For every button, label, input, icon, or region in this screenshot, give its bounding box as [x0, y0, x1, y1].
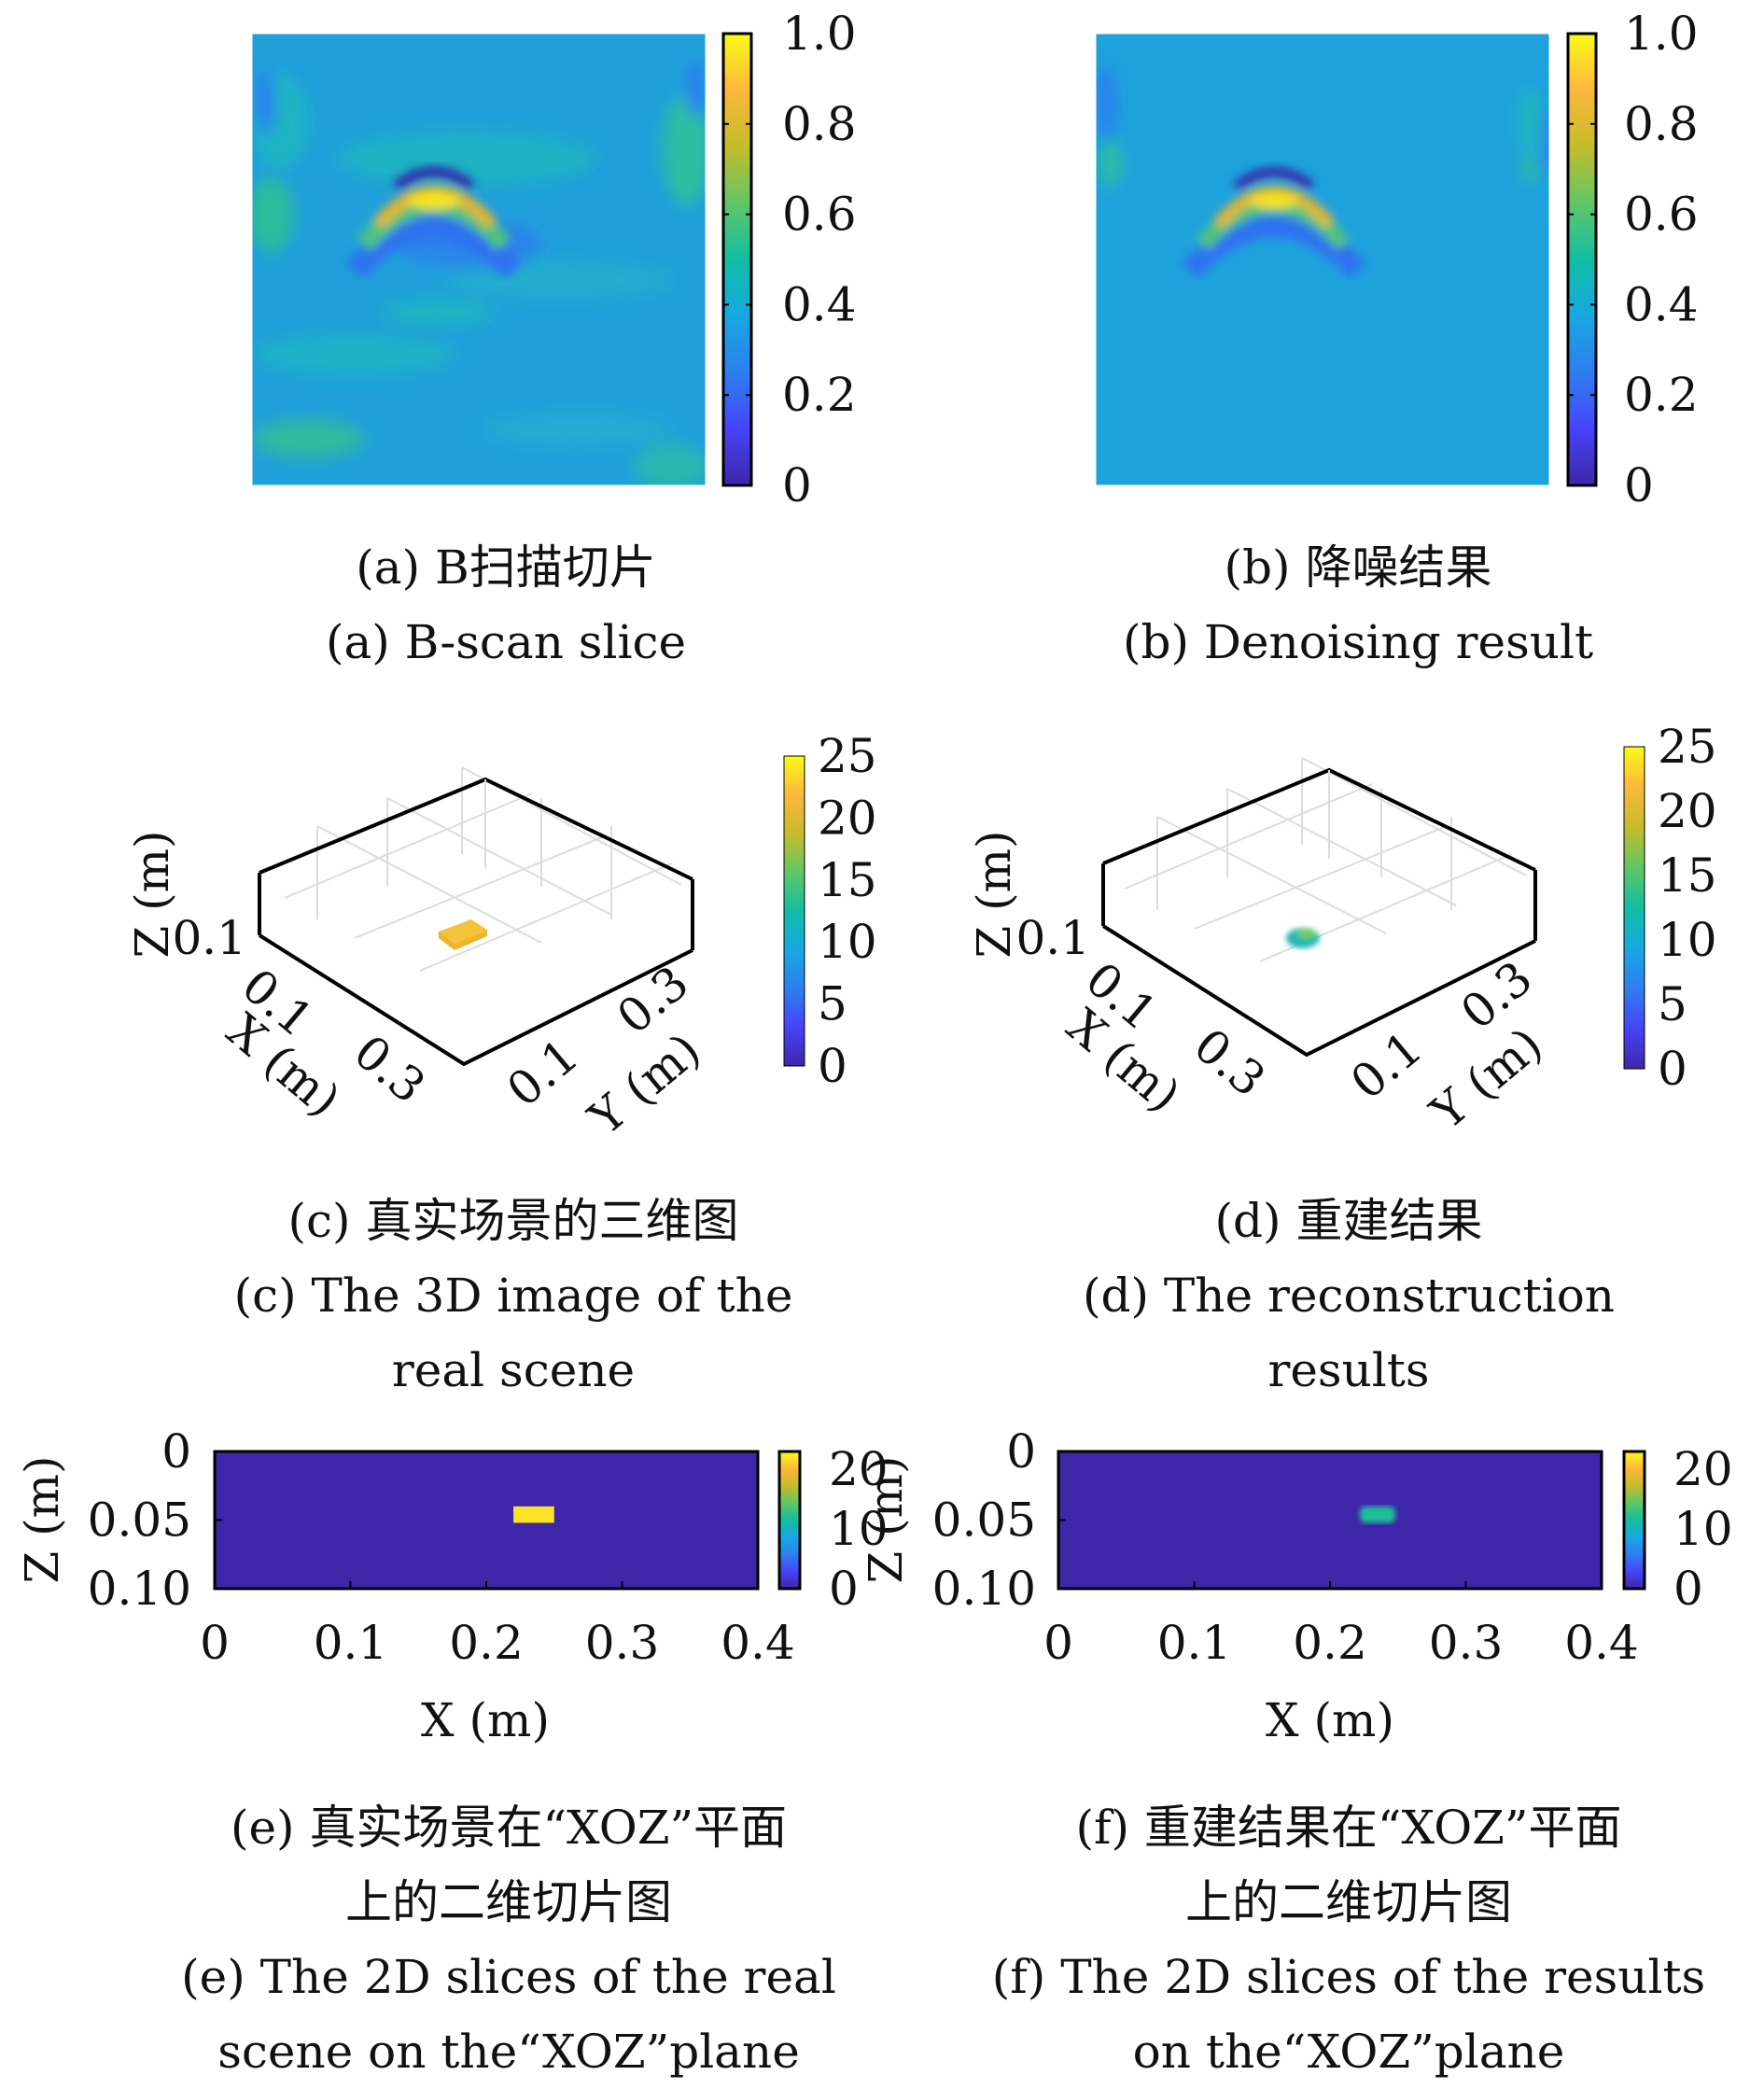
panel-e: 0 0.1 0.2 0.3 0.4 0 0.05 0.10 X (m) Z (m) 0 10 20… — [15, 1424, 889, 2079]
colorbar-tick-label: 15 — [1658, 848, 1717, 903]
caption-c-en-1: (c) The 3D image of the — [234, 1269, 793, 1323]
zlabel-d: Z (m) — [967, 830, 1021, 958]
ytick-d-0: 0.1 — [1340, 1021, 1432, 1111]
x-tick-label: 0.3 — [585, 1616, 660, 1670]
axes3d-d — [1101, 757, 1537, 1058]
target-e — [513, 1506, 554, 1523]
colorbar-tick-label: 0.2 — [1624, 368, 1699, 422]
caption-a-cn: (a) B扫描切片 — [356, 540, 655, 595]
colorbar-tick-label: 20 — [829, 1442, 889, 1496]
colorbar-tick-label: 10 — [1658, 913, 1717, 967]
y-tick-label: 0 — [161, 1424, 191, 1479]
colorbar-tick-label: 10 — [829, 1502, 889, 1556]
xlabel-e: X (m) — [421, 1693, 550, 1747]
colorbar-tick-label: 0.6 — [782, 188, 857, 242]
colorbar-tick-label: 0.2 — [782, 368, 857, 422]
x-tick-label: 0.4 — [1564, 1616, 1639, 1670]
colorbar-tick-label: 0 — [1658, 1042, 1687, 1096]
x-tick-label: 0.2 — [449, 1616, 524, 1670]
ytick-c-1: 0.3 — [607, 956, 698, 1045]
colorbar-tick-label: 0 — [1673, 1562, 1703, 1616]
colorbar-d: 0 5 10 15 20 25 — [1623, 720, 1717, 1096]
caption-d-en-1: (d) The reconstruction — [1083, 1269, 1615, 1323]
panel-f: 0 0.1 0.2 0.3 0.4 0 0.05 0.10 X (m) Z (m) 0 10 20… — [859, 1424, 1733, 2079]
colorbar-tick-label: 0.6 — [1624, 188, 1699, 242]
panel-b: 0 0.2 0.4 0.6 0.8 1.0 (b) 降噪结果 (b) Denoising … — [1095, 7, 1699, 669]
target-f — [1360, 1506, 1395, 1523]
bscan-image-b — [1096, 34, 1549, 485]
colorbar-tick-label: 0 — [829, 1562, 859, 1616]
caption-f-cn-2: 上的二维切片图 — [1185, 1875, 1512, 1929]
colorbar-b: 0 0.2 0.4 0.6 0.8 1.0 — [1566, 7, 1699, 512]
ylabel-f: Z (m) — [859, 1455, 913, 1583]
colorbar-tick-label: 0.4 — [782, 277, 857, 331]
caption-c-cn: (c) 真实场景的三维图 — [288, 1194, 739, 1248]
x-tick-label: 0 — [1043, 1616, 1073, 1670]
colorbar-tick-label: 0 — [782, 458, 812, 512]
target-3d-d — [1286, 928, 1320, 948]
ztick-d: 0.1 — [1015, 911, 1090, 965]
y-tick-label: 0.10 — [932, 1562, 1036, 1616]
caption-c-en-2: real scene — [392, 1343, 635, 1397]
y-tick-label: 0 — [1006, 1424, 1036, 1479]
ztick-c: 0.1 — [172, 911, 246, 965]
colorbar-tick-label: 0 — [1624, 458, 1654, 512]
xtick-d-1: 0.3 — [1183, 1018, 1275, 1108]
colorbar-tick-label: 1.0 — [1624, 7, 1699, 61]
caption-e-cn-1: (e) 真实场景在“XOZ”平面 — [231, 1801, 787, 1855]
x-tick-label: 0.1 — [1157, 1616, 1232, 1670]
caption-f-en-2: on the“XOZ”plane — [1133, 2025, 1565, 2079]
heatmap-e — [213, 1450, 760, 1591]
colorbar-tick-label: 20 — [818, 791, 877, 845]
y-tick-label: 0.05 — [88, 1493, 191, 1548]
colorbar-tick-label: 0.4 — [1624, 277, 1699, 331]
colorbar-tick-label: 15 — [818, 853, 877, 907]
x-tick-label: 0 — [200, 1616, 230, 1670]
colorbar-tick-label: 0.8 — [1624, 97, 1699, 151]
target-3d-c — [439, 919, 487, 944]
colorbar-a: 0 0.2 0.4 0.6 0.8 1.0 — [721, 7, 857, 512]
ylabel-e: Z (m) — [15, 1455, 69, 1583]
colorbar-tick-label: 0 — [818, 1039, 847, 1093]
caption-a-en: (a) B-scan slice — [326, 615, 686, 669]
colorbar-tick-label: 20 — [1658, 784, 1717, 838]
caption-f-en-1: (f) The 2D slices of the results — [992, 1950, 1705, 2004]
caption-e-en-1: (e) The 2D slices of the real — [181, 1950, 836, 2004]
colorbar-tick-label: 10 — [1673, 1502, 1733, 1556]
caption-b-cn: (b) 降噪结果 — [1225, 540, 1492, 595]
y-tick-label: 0.05 — [932, 1493, 1036, 1548]
heatmap-f — [1057, 1450, 1603, 1591]
x-tick-label: 0.3 — [1429, 1616, 1504, 1670]
caption-e-cn-2: 上的二维切片图 — [345, 1875, 672, 1929]
axes3d-c — [258, 766, 694, 1067]
colorbar-tick-label: 5 — [1658, 977, 1687, 1031]
colorbar-e: 0 10 20 — [777, 1442, 889, 1616]
caption-d-en-2: results — [1267, 1343, 1429, 1397]
caption-d-cn: (d) 重建结果 — [1215, 1194, 1483, 1248]
colorbar-tick-label: 20 — [1673, 1442, 1733, 1496]
zlabel-c: Z (m) — [125, 830, 179, 958]
x-tick-label: 0.4 — [721, 1616, 795, 1670]
colorbar-tick-label: 0.8 — [782, 97, 857, 151]
colorbar-tick-label: 10 — [818, 915, 877, 969]
colorbar-tick-label: 5 — [818, 977, 847, 1031]
panel-d: 0.1 Z (m) 0.1 0.3 X (m) 0.1 0.3 Y (m) 05… — [967, 720, 1717, 1397]
ytick-d-1: 0.3 — [1450, 951, 1542, 1041]
y-tick-label: 0.10 — [88, 1562, 191, 1616]
x-tick-label: 0.2 — [1293, 1616, 1367, 1670]
panel-a: 0 0.2 0.4 0.6 0.8 1.0 (a) B扫描切片 (a) B-scan sl… — [251, 7, 857, 669]
colorbar-tick-label: 25 — [1658, 720, 1717, 774]
xlabel-f: X (m) — [1266, 1693, 1394, 1747]
colorbar-tick-label: 25 — [818, 729, 877, 783]
x-tick-label: 0.1 — [314, 1616, 388, 1670]
colorbar-c: 0 5 10 15 20 25 — [783, 729, 877, 1093]
caption-e-en-2: scene on the“XOZ”plane — [217, 2025, 800, 2079]
bscan-image-a — [252, 34, 706, 485]
colorbar-tick-label: 1.0 — [782, 7, 857, 61]
caption-b-en: (b) Denoising result — [1123, 615, 1593, 669]
colorbar-f: 0 10 20 — [1622, 1442, 1733, 1616]
panel-c: 0.1 Z (m) 0.1 0.3 X (m) 0.1 0.3 Y (m) 05… — [125, 729, 877, 1397]
caption-f-cn-1: (f) 重建结果在“XOZ”平面 — [1076, 1801, 1622, 1855]
